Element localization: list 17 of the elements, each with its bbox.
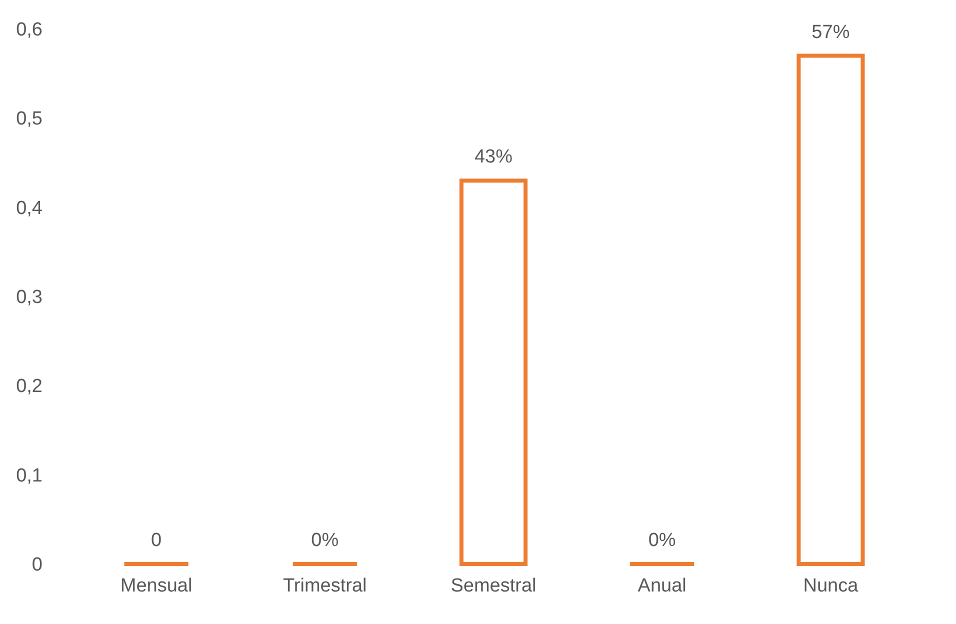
y-tick-label: 0 bbox=[32, 554, 42, 576]
data-label: 43% bbox=[474, 146, 513, 168]
y-tick-label: 0,3 bbox=[16, 287, 42, 308]
x-tick-label: Nunca bbox=[803, 576, 859, 596]
x-tick-label: Trimestral bbox=[283, 576, 367, 596]
data-label: 0% bbox=[311, 530, 339, 551]
y-tick-label: 0,6 bbox=[16, 20, 42, 40]
data-label: 0 bbox=[151, 530, 162, 551]
data-label: 57% bbox=[812, 22, 850, 43]
x-tick-label: Anual bbox=[638, 576, 686, 596]
x-tick-label: Mensual bbox=[120, 576, 192, 596]
y-tick-label: 0,5 bbox=[16, 108, 42, 130]
x-tick-label: Semestral bbox=[450, 576, 536, 596]
y-tick-label: 0,4 bbox=[16, 198, 43, 219]
y-tick-label: 0,1 bbox=[16, 465, 42, 486]
data-label: 0% bbox=[648, 530, 676, 551]
y-tick-label: 0,2 bbox=[16, 376, 42, 398]
